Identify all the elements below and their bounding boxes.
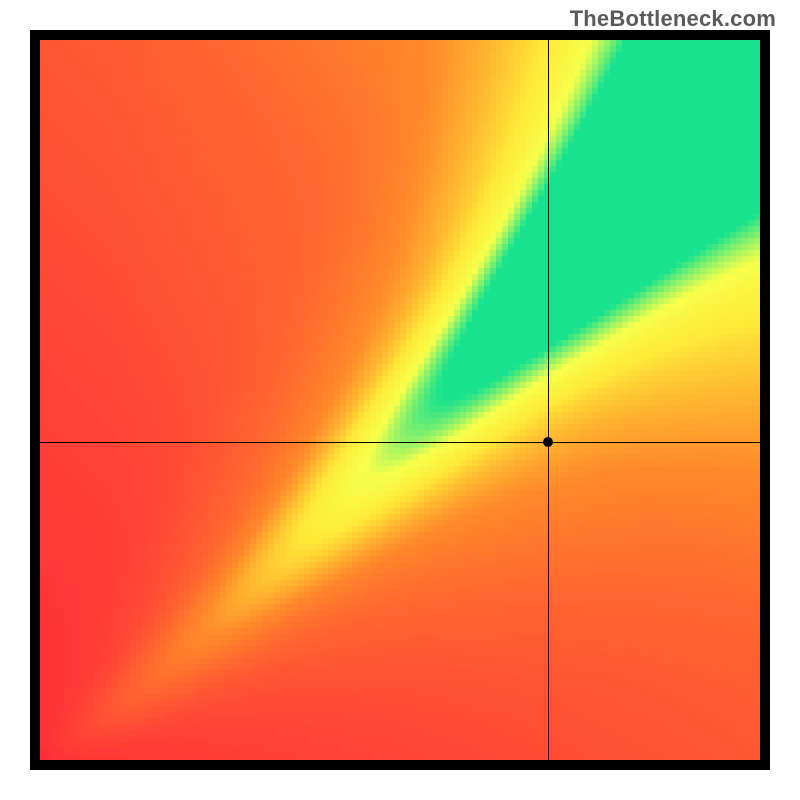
crosshair-marker: [543, 437, 553, 447]
crosshair-vertical: [548, 40, 549, 760]
watermark-text: TheBottleneck.com: [570, 6, 776, 32]
chart-container: TheBottleneck.com: [0, 0, 800, 800]
plot-frame: [30, 30, 770, 770]
crosshair-horizontal: [40, 442, 760, 443]
